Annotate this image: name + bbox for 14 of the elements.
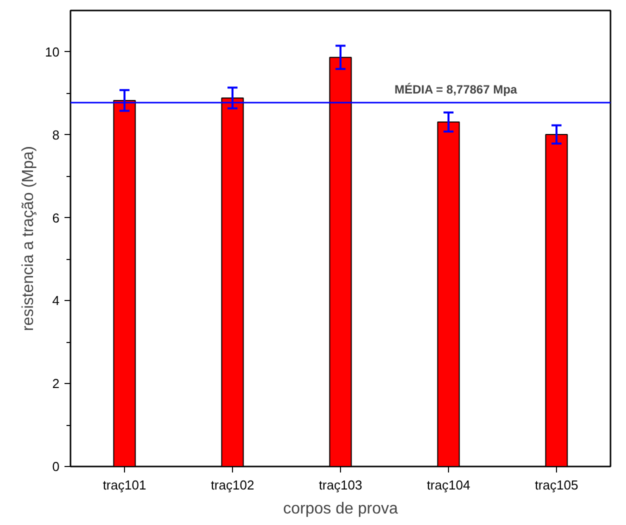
- x-axis-title: corpos de prova: [283, 500, 398, 518]
- y-tick-label: 6: [52, 210, 60, 226]
- y-tick-label: 10: [45, 44, 60, 60]
- y-tick-label: 4: [52, 293, 60, 308]
- x-tick-label: traç101: [102, 478, 146, 492]
- y-tick-label: 0: [52, 459, 60, 474]
- x-tick-label: traç104: [426, 478, 470, 492]
- y-tick-label: 2: [52, 376, 60, 392]
- x-tick-label: traç105: [534, 478, 578, 492]
- y-axis-title: resistencia a tração (Mpa): [20, 146, 38, 331]
- x-tick-label: traç102: [210, 478, 254, 492]
- y-tick-label: 8: [52, 127, 60, 142]
- ref-line-label: MÉDIA = 8,77867 Mpa: [394, 82, 518, 97]
- x-tick-label: traç103: [318, 478, 362, 492]
